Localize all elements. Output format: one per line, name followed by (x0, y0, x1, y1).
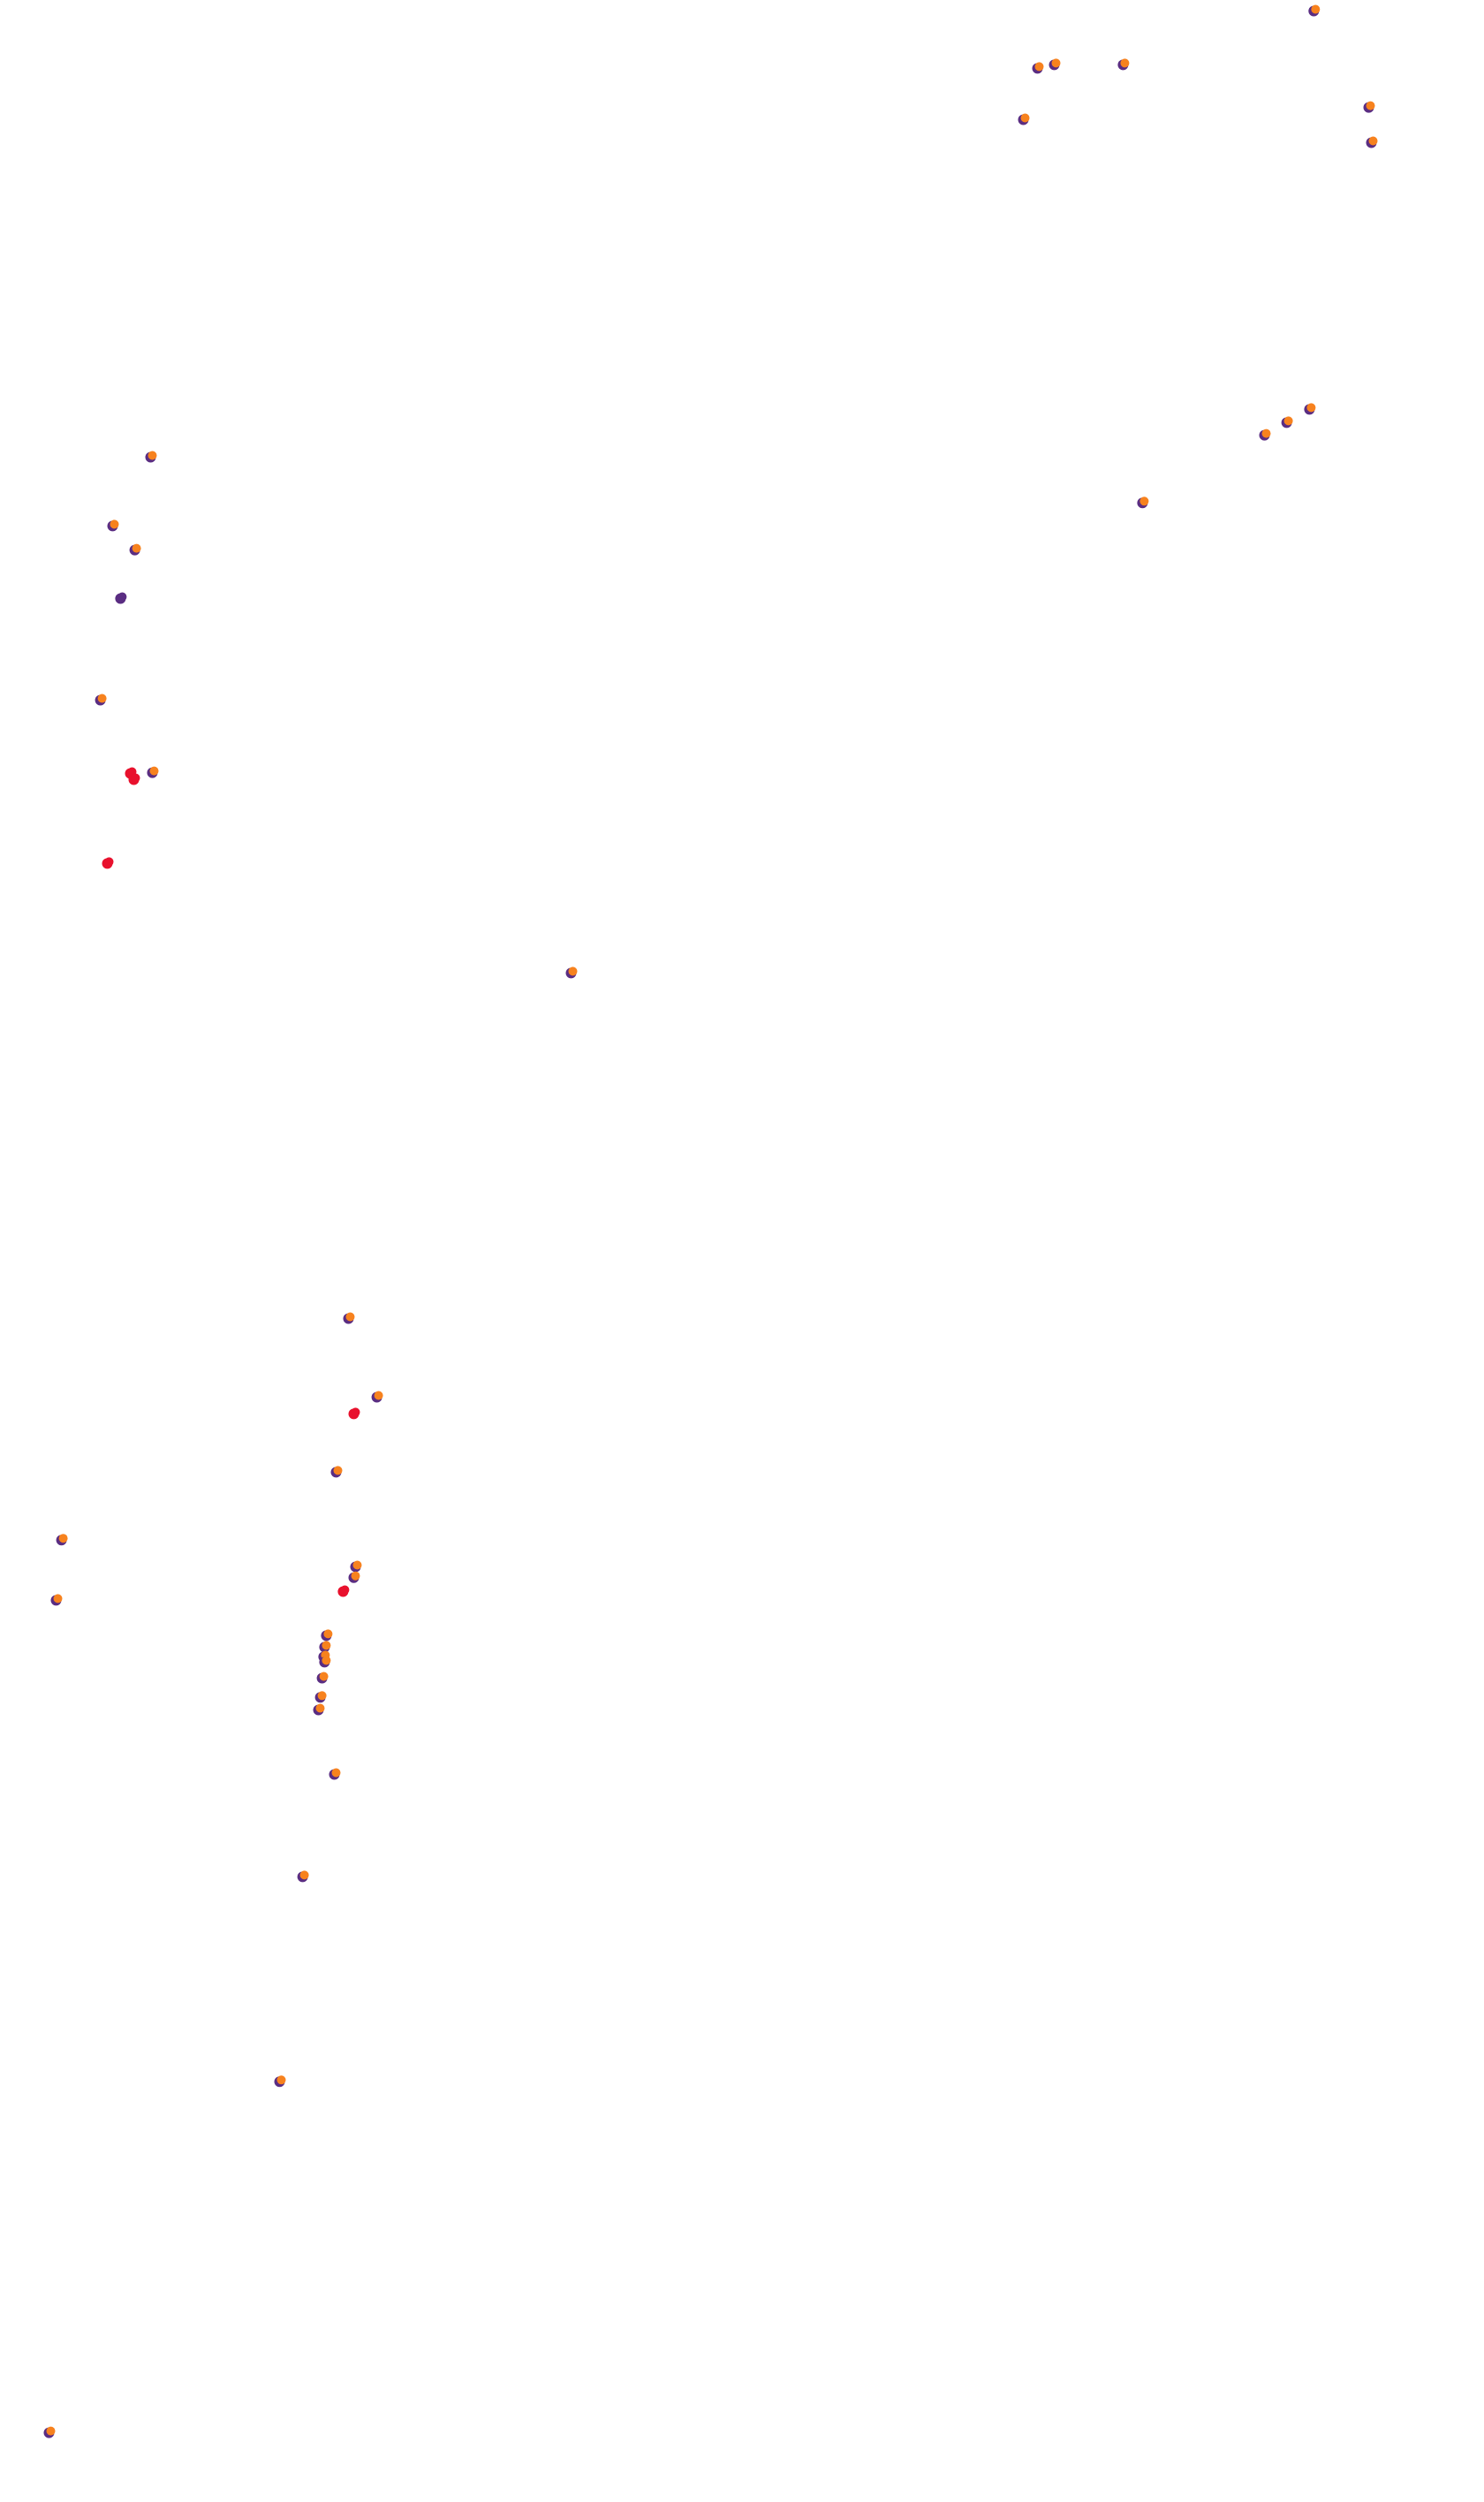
map-marker[interactable] (1018, 113, 1030, 125)
map-marker-dot (104, 857, 114, 867)
map-marker[interactable] (145, 451, 157, 463)
map-marker-dot (319, 1672, 329, 1681)
map-marker[interactable] (107, 519, 119, 532)
map-marker-dot (333, 1466, 343, 1475)
map-marker[interactable] (348, 1571, 360, 1583)
map-marker[interactable] (1259, 428, 1271, 441)
map-marker-dot (340, 1585, 350, 1595)
map-marker-dot (1261, 428, 1271, 438)
map-marker-dot (97, 694, 107, 703)
map-marker[interactable] (319, 1641, 331, 1653)
map-marker-dot (1051, 58, 1061, 68)
map-marker-dot (345, 1312, 355, 1322)
map-marker-dot (352, 1560, 362, 1570)
map-marker-dot (148, 451, 157, 460)
map-marker[interactable] (1308, 4, 1321, 17)
map-marker-dot (276, 2075, 286, 2085)
map-marker-dot (58, 1534, 68, 1543)
map-marker-dot (149, 766, 159, 776)
map-marker-dot (299, 1870, 309, 1880)
map-marker[interactable] (1363, 101, 1375, 113)
map-marker[interactable] (565, 967, 578, 979)
map-marker-dot (131, 773, 140, 783)
map-marker-dot (1368, 136, 1378, 146)
map-marker-dot (331, 1768, 341, 1778)
map-marker[interactable] (330, 1466, 343, 1478)
map-marker-dot (322, 1641, 331, 1650)
marker-layer (43, 4, 1378, 2438)
map-marker[interactable] (56, 1534, 68, 1546)
map-marker[interactable] (337, 1585, 350, 1597)
map-marker-dot (315, 1703, 325, 1713)
map-marker-dot (568, 967, 578, 976)
map-marker[interactable] (147, 766, 159, 778)
map-marker[interactable] (1117, 58, 1130, 71)
map-marker-dot (351, 1407, 360, 1417)
map-marker-dot (1283, 416, 1293, 426)
map-marker[interactable] (102, 857, 114, 869)
map-marker[interactable] (316, 1672, 329, 1684)
map-marker[interactable] (314, 1691, 327, 1703)
map-marker-dot (1306, 403, 1316, 413)
map-marker-dot (117, 592, 127, 602)
map-marker[interactable] (343, 1312, 355, 1324)
map-marker[interactable] (1137, 497, 1149, 509)
map-marker[interactable] (321, 1629, 333, 1641)
map-marker-dot (351, 1571, 360, 1581)
map-marker[interactable] (129, 543, 141, 556)
map-marker[interactable] (350, 1560, 362, 1573)
map-marker-dot (317, 1691, 327, 1701)
map-marker-dot (1140, 497, 1149, 506)
map-marker[interactable] (1281, 416, 1293, 428)
map-marker[interactable] (50, 1594, 63, 1606)
map-marker[interactable] (43, 2426, 56, 2438)
map-marker[interactable] (313, 1703, 325, 1716)
map-marker[interactable] (1304, 403, 1316, 415)
map-marker-dot (1366, 101, 1375, 110)
map-marker-dot (374, 1391, 383, 1400)
map-marker[interactable] (1032, 62, 1044, 74)
map-marker-dot (1311, 4, 1321, 14)
map-marker[interactable] (95, 694, 107, 706)
map-marker-dot (1034, 62, 1044, 72)
map-marker[interactable] (128, 773, 140, 785)
map-marker[interactable] (297, 1870, 309, 1883)
map-marker[interactable] (348, 1407, 360, 1420)
map-marker-dot (132, 543, 141, 553)
map-marker[interactable] (371, 1391, 383, 1403)
map-marker-dot (53, 1594, 63, 1604)
map-marker-dot (46, 2426, 56, 2436)
map-marker-dot (323, 1629, 333, 1639)
map-marker[interactable] (274, 2075, 286, 2088)
map-marker-dot (322, 1656, 331, 1665)
map-marker[interactable] (1049, 58, 1061, 71)
map-marker-dot (110, 519, 119, 529)
map-marker[interactable] (329, 1768, 341, 1780)
map-marker-dot (1020, 113, 1030, 123)
map-marker[interactable] (1366, 136, 1378, 148)
map-marker[interactable] (115, 592, 127, 604)
map-marker-dot (1120, 58, 1130, 68)
map-marker[interactable] (319, 1656, 331, 1668)
